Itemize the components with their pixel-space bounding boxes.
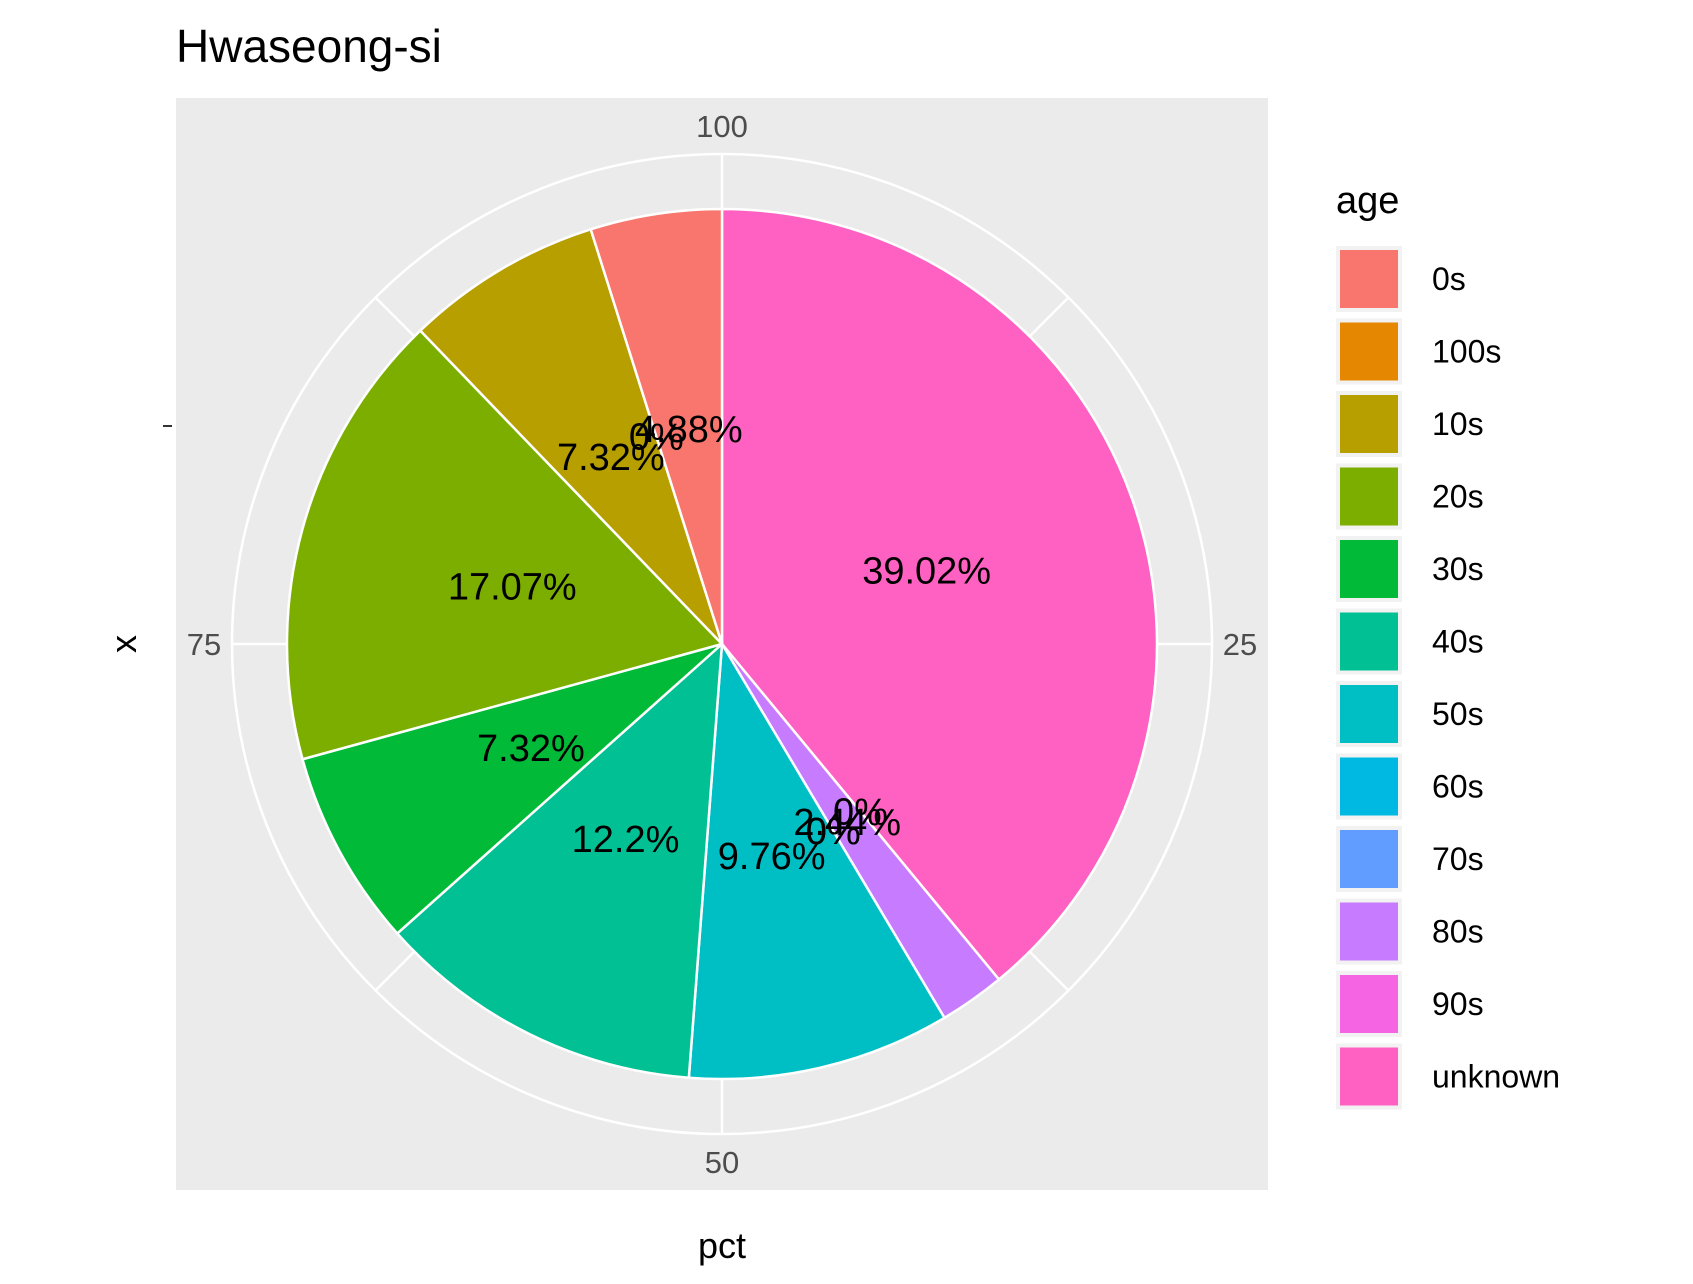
slice-label-30s: 7.32% [477, 728, 585, 770]
pie-slice-20s [285, 328, 725, 761]
chart-title: Hwaseong-si [176, 20, 442, 72]
legend-swatch-unknown [1340, 1047, 1398, 1106]
legend-label-70s: 70s [1432, 841, 1484, 877]
theta-tick-label: 50 [705, 1145, 739, 1180]
slice-label-80s: 2.44% [793, 802, 901, 844]
legend-label-60s: 60s [1432, 769, 1484, 805]
legend-label-0s: 0s [1432, 261, 1466, 297]
legend-swatch-80s [1340, 902, 1398, 961]
theta-tick-label: 75 [187, 627, 221, 662]
slice-label-70s: 0% [806, 811, 861, 853]
slice-label-100s: 0% [629, 417, 684, 459]
legend: age 0s 100s 10s 20s 30s 40s 50s 60s 70s 80s 90s unk… [1336, 180, 1560, 1110]
pie-slice-50s [687, 639, 947, 1081]
slice-label-0s: 4.88% [635, 409, 743, 451]
pie-slice-10s [418, 227, 724, 645]
legend-swatch-20s [1340, 467, 1398, 526]
legend-label-20s: 20s [1432, 479, 1484, 515]
y-axis-title: x [103, 635, 144, 653]
legend-swatch-0s [1340, 250, 1398, 308]
legend-label-unknown: unknown [1432, 1059, 1560, 1095]
legend-swatch-60s [1340, 757, 1398, 816]
legend-swatch-70s [1340, 830, 1398, 888]
slice-label-50s: 9.76% [718, 836, 826, 878]
slice-label-90s: 0% [833, 792, 888, 834]
theta-tick-label: 100 [696, 109, 748, 144]
legend-label-80s: 80s [1432, 914, 1484, 950]
slice-label-60s: 0% [806, 811, 861, 853]
legend-label-40s: 40s [1432, 624, 1484, 660]
slice-label-10s: 7.32% [557, 437, 665, 479]
legend-label-10s: 10s [1432, 406, 1484, 442]
slice-label-20s: 17.07% [448, 566, 577, 608]
legend-swatch-100s [1340, 322, 1398, 381]
legend-swatch-50s [1340, 685, 1398, 743]
theta-tick-label: 25 [1223, 627, 1257, 662]
legend-label-30s: 30s [1432, 551, 1484, 587]
legend-label-90s: 90s [1432, 986, 1484, 1022]
pie-slice-40s [395, 641, 724, 1080]
legend-swatch-90s [1340, 975, 1398, 1033]
slice-label-40s: 12.2% [572, 819, 680, 861]
legend-label-50s: 50s [1432, 696, 1484, 732]
pie-slice-unknown [720, 207, 1159, 982]
x-axis-title: pct [698, 1225, 746, 1266]
legend-swatch-10s [1340, 395, 1398, 453]
slice-label-unknown: 39.02% [862, 550, 991, 592]
legend-swatch-30s [1340, 540, 1398, 598]
pie-slice-30s [301, 642, 723, 936]
pie-slices [285, 207, 1159, 1081]
theta-ticks: 100 25 50 75 [187, 109, 1257, 1180]
pie-slice-0s [589, 207, 724, 645]
legend-label-100s: 100s [1432, 334, 1501, 370]
legend-swatch-40s [1340, 612, 1398, 671]
slice-labels: 39.02%0%2.44%0%0%9.76%12.2%7.32%17.07%7.… [448, 409, 991, 878]
legend-title: age [1336, 180, 1399, 222]
